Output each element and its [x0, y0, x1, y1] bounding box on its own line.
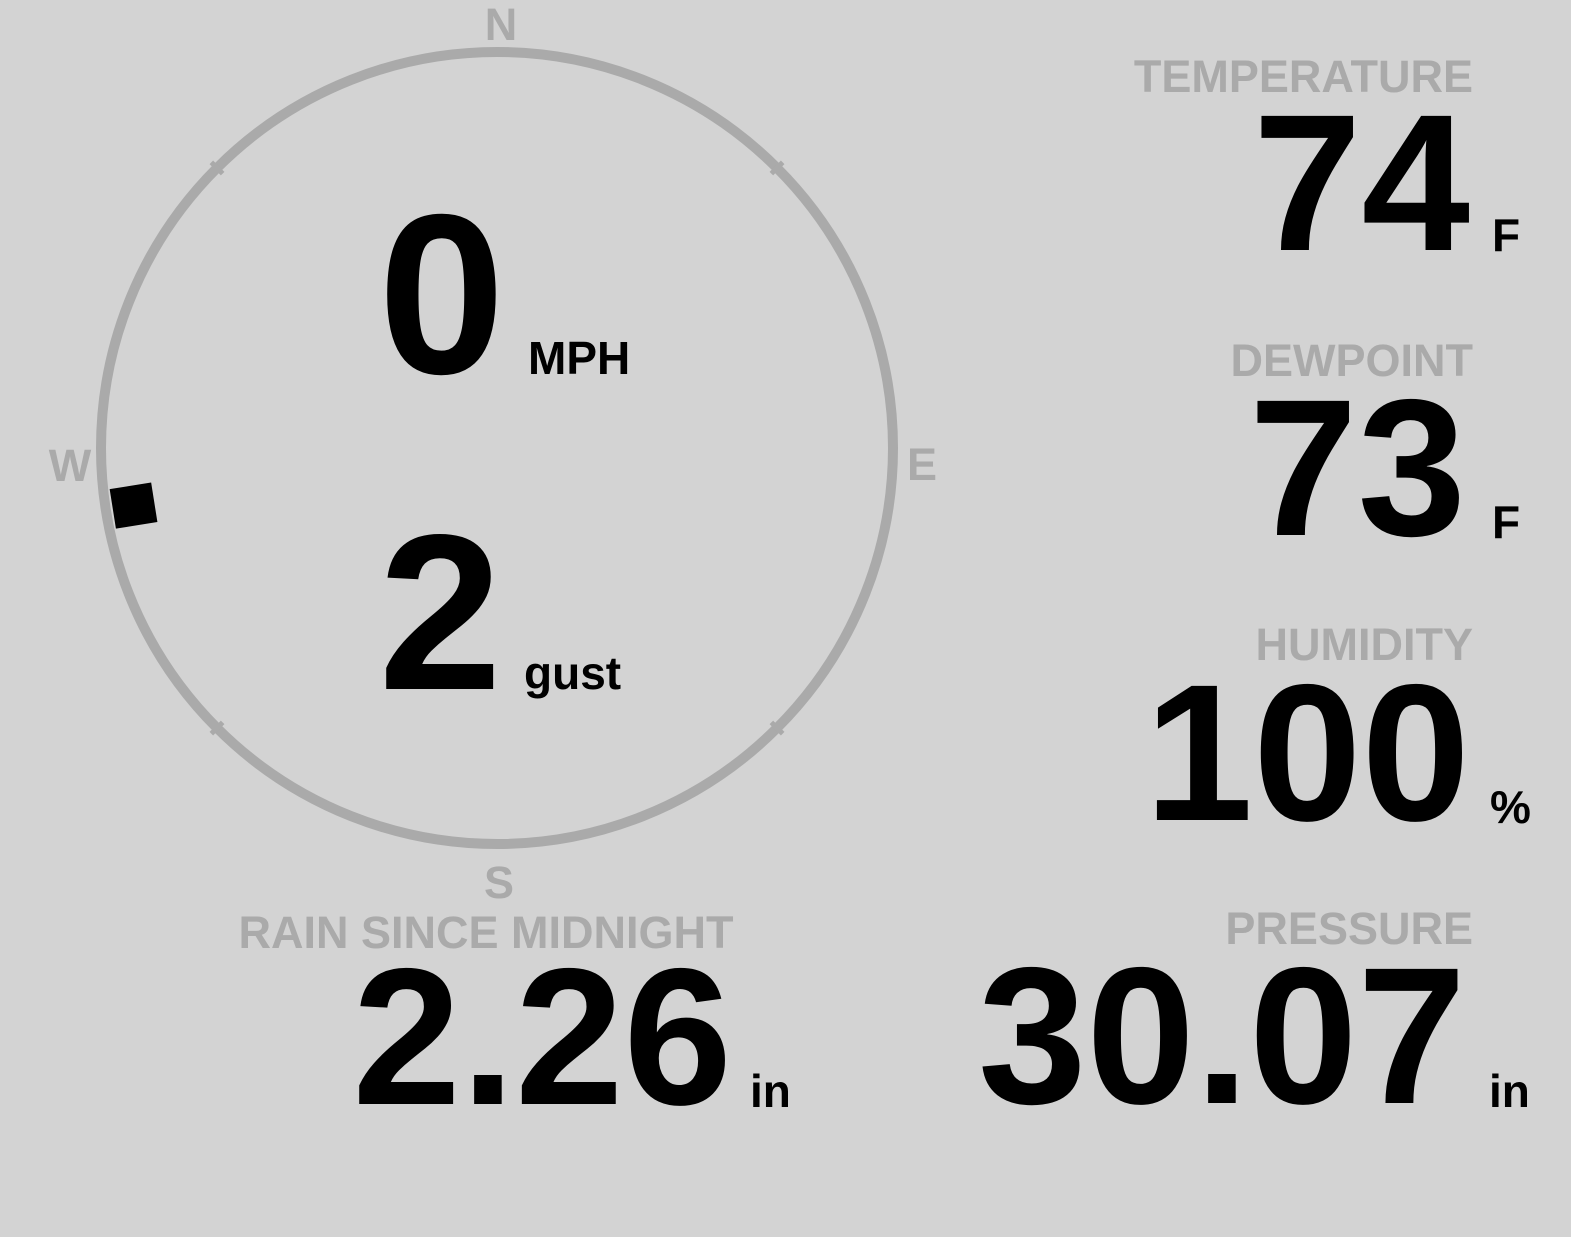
wind-speed-value: 0 [378, 168, 505, 422]
humidity-label: HUMIDITY [1256, 619, 1474, 670]
pressure-panel: PRESSURE 30.07 in [978, 903, 1530, 1145]
temperature-panel: TEMPERATURE 74 F [1134, 51, 1520, 292]
compass-tick [209, 160, 225, 176]
compass-tick [769, 720, 785, 736]
wind-speed-unit: MPH [528, 332, 630, 384]
rain-label: RAIN SINCE MIDNIGHT [239, 907, 734, 958]
rain-panel: RAIN SINCE MIDNIGHT 2.26 in [239, 907, 791, 1146]
compass-west: W [49, 440, 92, 491]
rain-value: 2.26 [352, 928, 732, 1146]
temperature-unit: F [1492, 209, 1520, 261]
pressure-value: 30.07 [978, 927, 1466, 1145]
compass-south: S [484, 857, 514, 908]
compass-north: N [485, 0, 518, 50]
dewpoint-value: 73 [1249, 359, 1466, 577]
compass-ring [96, 47, 898, 849]
pressure-unit: in [1489, 1065, 1530, 1117]
humidity-panel: HUMIDITY 100 % [1145, 619, 1531, 862]
dewpoint-label: DEWPOINT [1231, 335, 1474, 386]
wind-gust-unit: gust [524, 647, 621, 699]
compass-tick [769, 160, 785, 176]
temperature-value: 74 [1253, 74, 1470, 292]
dewpoint-panel: DEWPOINT 73 F [1231, 335, 1521, 577]
dewpoint-unit: F [1492, 496, 1520, 548]
pressure-label: PRESSURE [1225, 903, 1473, 954]
compass-ticks [209, 160, 785, 736]
humidity-value: 100 [1145, 644, 1470, 862]
rain-unit: in [750, 1065, 791, 1117]
humidity-unit: % [1490, 781, 1531, 833]
compass-tick [209, 720, 225, 736]
compass-east: E [907, 439, 937, 490]
wind-direction-marker [109, 482, 158, 529]
temperature-label: TEMPERATURE [1134, 51, 1473, 102]
wind-gust-value: 2 [379, 489, 502, 737]
wind-compass: N E S W 0 MPH 2 gust [49, 0, 937, 908]
